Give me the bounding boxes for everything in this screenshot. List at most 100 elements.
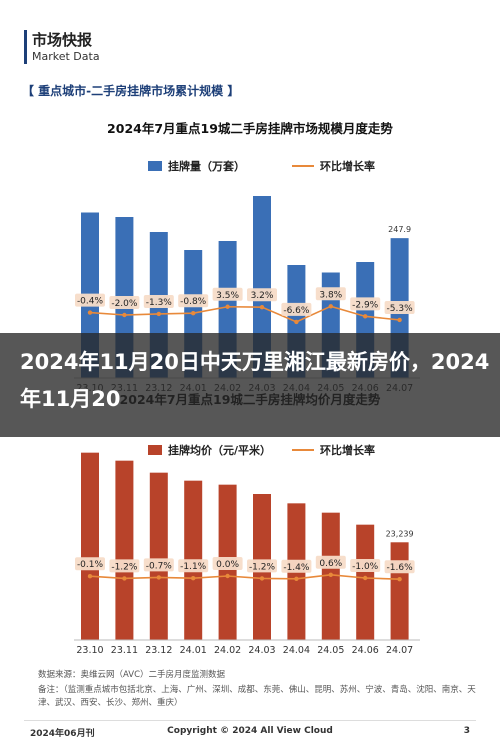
growth-point-c1-23.10: [87, 310, 93, 315]
footer-divider: [24, 720, 476, 721]
header-subtitle: Market Data: [32, 50, 100, 63]
growth-label-c2-24.06: -1.0%: [352, 562, 379, 572]
x-tick-label-c2-23.11: 23.11: [111, 645, 138, 656]
growth-label-bg-c2-23.11: [109, 559, 140, 573]
header-title: 市场快报: [32, 31, 93, 49]
legend-label-bar-c2: 挂牌均价（元/平米）: [168, 443, 271, 457]
growth-point-c1-24.01: [191, 311, 196, 316]
growth-point-c1-23.12: [156, 311, 161, 317]
growth-label-c1-24.05: 3.8%: [319, 290, 342, 300]
growth-point-c1-24.02: [225, 304, 230, 309]
growth-label-bg-c2-24.04: [281, 559, 312, 573]
bar-c1-24.03: [253, 196, 271, 378]
growth-label-c2-24.02: 0.0%: [216, 560, 239, 570]
growth-label-bg-c2-24.07: [384, 560, 415, 574]
growth-point-c2-23.11: [122, 576, 127, 581]
growth-label-bg-c1-23.11: [109, 296, 140, 309]
bar-c2-23.12: [149, 472, 168, 640]
growth-label-bg-c2-23.12: [143, 558, 174, 572]
growth-label-c2-23.12: -0.7%: [146, 561, 173, 571]
note-text: 备注：（监测重点城市包括北京、上海、广州、深圳、成都、东莞、佛山、昆明、苏州、宁…: [38, 685, 476, 708]
chart1-title: 2024年7月重点19城二手房挂牌市场规模月度走势: [107, 121, 393, 136]
growth-point-c1-24.04: [294, 319, 299, 325]
legend-swatch-bar-c1: [148, 161, 162, 171]
footer-issue: 2024年06月刊: [30, 729, 95, 739]
growth-label-bg-c1-24.04: [281, 302, 312, 316]
growth-point-c2-23.12: [156, 575, 161, 580]
growth-line-c2: [89, 573, 400, 580]
growth-label-bg-c1-23.10: [75, 293, 105, 307]
legend-swatch-bar-c2: [148, 445, 162, 455]
x-tick-label-c2-24.04: 24.04: [283, 645, 310, 656]
growth-label-bg-c2-24.01: [178, 559, 209, 573]
growth-point-c1-24.07: [397, 317, 402, 323]
growth-point-c1-23.11: [122, 312, 127, 318]
growth-point-c1-24.05: [328, 304, 333, 309]
growth-label-c2-24.04: -1.4%: [283, 563, 310, 573]
growth-label-c1-23.10: -0.4%: [77, 297, 104, 307]
growth-line-c1: [89, 305, 400, 323]
growth-point-c2-24.06: [363, 575, 368, 581]
growth-label-bg-c1-24.06: [350, 297, 381, 311]
growth-label-bg-c2-24.02: [212, 557, 243, 570]
bar-value-label-c2: 23,239: [386, 529, 414, 538]
growth-label-bg-c1-24.03: [247, 288, 277, 302]
legend-label-line-c2: 环比增长率: [320, 443, 375, 457]
growth-label-bg-c1-24.01: [178, 294, 209, 308]
growth-label-bg-c2-24.06: [350, 559, 381, 572]
x-tick-label-c2-23.10: 23.10: [76, 645, 103, 656]
growth-label-c1-24.04: -6.6%: [283, 306, 310, 316]
headline-text: 2024年11月20日中天万里湘江最新房价，2024年11月20: [20, 350, 490, 411]
bar-c2-24.06: [356, 524, 375, 640]
legend-label-bar-c1: 挂牌量（万套）: [168, 159, 245, 173]
growth-label-c1-24.02: 3.5%: [216, 291, 239, 301]
bar-c2-23.10: [81, 452, 99, 640]
x-tick-label-c2-24.05: 24.05: [317, 645, 344, 656]
growth-label-bg-c2-24.03: [247, 559, 277, 573]
growth-label-c1-24.03: 3.2%: [251, 291, 274, 301]
growth-point-c1-24.06: [363, 314, 368, 319]
growth-point-c2-24.01: [191, 576, 196, 581]
growth-label-c2-24.07: -1.6%: [387, 563, 414, 573]
growth-label-c1-24.07: -5.3%: [387, 304, 414, 314]
x-tick-label-c2-24.01: 24.01: [180, 645, 207, 656]
x-tick-label-c2-24.07: 24.07: [386, 645, 413, 656]
growth-label-c2-23.10: -0.1%: [77, 560, 104, 570]
growth-label-bg-c2-23.10: [75, 557, 105, 571]
bar-c2-24.07: [390, 542, 409, 640]
growth-label-bg-c2-24.05: [315, 555, 346, 569]
source-text: 数据来源：奥维云网（AVC）二手房月度监测数据: [38, 670, 226, 680]
header-accent-bar: [24, 30, 27, 64]
growth-label-c2-24.05: 0.6%: [319, 559, 342, 569]
growth-label-bg-c1-23.12: [143, 294, 174, 308]
growth-point-c2-24.05: [328, 572, 333, 577]
growth-point-c2-23.10: [87, 574, 93, 579]
growth-label-c1-24.06: -2.9%: [352, 300, 379, 310]
x-tick-label-c2-24.06: 24.06: [352, 645, 379, 656]
growth-label-c2-24.03: -1.2%: [249, 562, 276, 572]
growth-label-c1-23.11: -2.0%: [111, 299, 138, 309]
growth-point-c2-24.07: [397, 577, 402, 582]
footer: 2024年06月刊 Copyright © 2024 All View Clou…: [0, 722, 500, 744]
growth-point-c1-24.03: [259, 305, 265, 310]
growth-point-c2-24.03: [259, 576, 265, 581]
growth-label-bg-c1-24.02: [212, 287, 243, 301]
x-tick-label-c2-23.12: 23.12: [145, 645, 172, 656]
growth-label-bg-c1-24.07: [384, 300, 415, 314]
x-tick-label-c2-24.02: 24.02: [214, 645, 241, 656]
headline-overlay: [0, 333, 500, 437]
growth-point-c2-24.04: [294, 576, 299, 581]
growth-point-c2-24.02: [225, 573, 230, 579]
bar-value-label-c1: 247.9: [388, 225, 411, 234]
growth-label-bg-c1-24.05: [315, 287, 346, 301]
growth-label-c1-24.01: -0.8%: [180, 297, 207, 307]
footer-page-number: 3: [463, 726, 470, 736]
x-tick-label-c2-24.03: 24.03: [248, 645, 275, 656]
bar-c2-23.11: [115, 460, 134, 640]
legend-label-line-c1: 环比增长率: [320, 159, 375, 173]
footer-copyright: Copyright © 2024 All View Cloud: [167, 726, 333, 736]
growth-label-c1-23.12: -1.3%: [146, 298, 173, 308]
section-title: 【 重点城市-二手房挂牌市场累计规模 】: [22, 84, 240, 98]
growth-label-c2-23.11: -1.2%: [111, 562, 138, 572]
